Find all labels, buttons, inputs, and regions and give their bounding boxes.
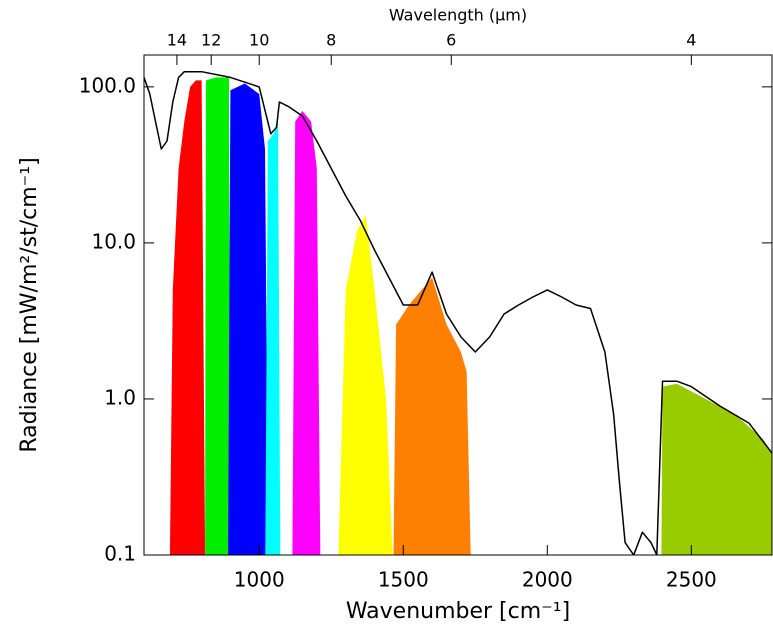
plot-frame bbox=[143, 54, 773, 556]
top-tick-label: 8 bbox=[326, 31, 336, 50]
y-tick-label: 1.0 bbox=[104, 385, 136, 409]
filter-band bbox=[292, 111, 321, 555]
filter-band bbox=[169, 80, 206, 555]
y-tick-label: 0.1 bbox=[104, 542, 136, 566]
top-tick-label: 10 bbox=[249, 31, 269, 50]
filter-band bbox=[393, 277, 471, 555]
y-tick-label: 10.0 bbox=[91, 229, 136, 253]
filter-band bbox=[228, 83, 269, 555]
filter-band bbox=[265, 121, 281, 555]
x-tick-label: 2500 bbox=[666, 568, 717, 592]
filter-band bbox=[661, 383, 772, 555]
top-tick-label: 12 bbox=[201, 31, 221, 50]
top-tick-label: 14 bbox=[167, 31, 187, 50]
x-tick-label: 1000 bbox=[234, 568, 285, 592]
filter-band bbox=[205, 77, 231, 555]
x-tick-label: 1500 bbox=[378, 568, 429, 592]
top-tick-label: 4 bbox=[686, 31, 696, 50]
x-axis-label: Wavenumber [cm⁻¹] bbox=[346, 599, 570, 624]
filter-band bbox=[338, 215, 393, 555]
y-tick-label: 100.0 bbox=[79, 73, 136, 97]
plot-area bbox=[144, 70, 772, 555]
top-axis-label: Wavelength (μm) bbox=[389, 6, 527, 25]
spectrum-line bbox=[144, 70, 772, 555]
y-axis-label: Radiance [mW/m²/st/cm⁻¹] bbox=[17, 157, 42, 452]
x-tick-label: 2000 bbox=[522, 568, 573, 592]
top-tick-label: 6 bbox=[446, 31, 456, 50]
